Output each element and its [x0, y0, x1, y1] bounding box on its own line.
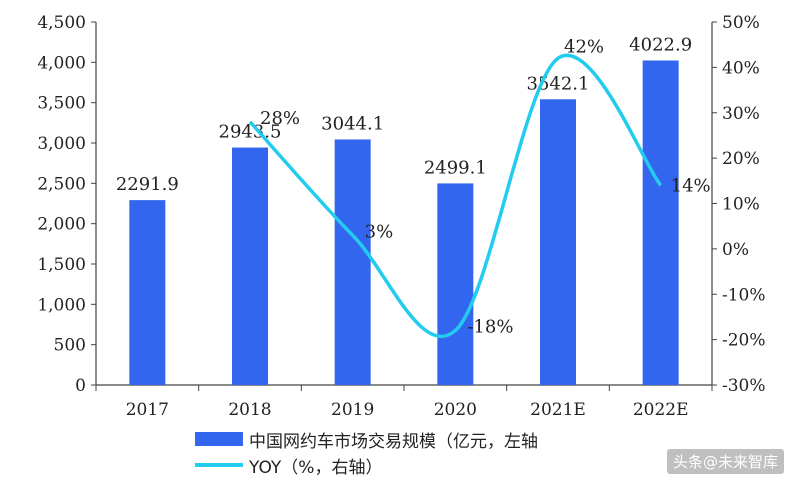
legend-swatch-line — [195, 463, 243, 467]
legend-item-line: YOY（%，右轴） — [195, 452, 538, 478]
right-tick-label: 40% — [722, 58, 760, 78]
bar-2020 — [437, 183, 473, 385]
legend-label-bar: 中国网约车市场交易规模（亿元，左轴 — [249, 427, 538, 452]
left-tick-label: 4,500 — [37, 13, 86, 33]
yoy-value-label: 3% — [365, 221, 394, 242]
yoy-value-label: -18% — [467, 317, 513, 338]
watermark: 头条@未来智库 — [667, 449, 784, 474]
x-tick-label: 2018 — [228, 400, 271, 420]
x-tick-label: 2017 — [126, 400, 169, 420]
yoy-value-label: 28% — [260, 108, 300, 129]
right-tick-label: 0% — [722, 240, 749, 260]
legend-swatch-bar — [195, 432, 243, 446]
legend-item-bar: 中国网约车市场交易规模（亿元，左轴 — [195, 426, 538, 452]
right-tick-label: -30% — [722, 376, 766, 396]
right-tick-label: -20% — [722, 331, 766, 351]
left-tick-label: 1,000 — [37, 295, 86, 315]
left-tick-label: 1,500 — [37, 255, 86, 275]
left-tick-label: 4,000 — [37, 53, 86, 73]
bar-value-label: 3044.1 — [321, 113, 384, 134]
legend-label-line: YOY（%，右轴） — [249, 453, 382, 478]
yoy-value-label: 14% — [671, 175, 711, 196]
yoy-value-label: 42% — [564, 36, 604, 57]
x-tick-label: 2019 — [331, 400, 374, 420]
bar-value-label: 4022.9 — [629, 34, 692, 55]
bar-value-label: 2291.9 — [116, 174, 179, 195]
right-tick-label: 50% — [722, 13, 760, 33]
bar-2019 — [335, 139, 371, 385]
x-tick-label: 2020 — [434, 400, 477, 420]
left-tick-label: 0 — [75, 376, 86, 396]
bar-2017 — [129, 200, 165, 385]
left-tick-label: 3,500 — [37, 94, 86, 114]
x-tick-label: 2022E — [633, 400, 689, 420]
legend: 中国网约车市场交易规模（亿元，左轴 YOY（%，右轴） — [195, 426, 538, 478]
right-tick-label: 30% — [722, 104, 760, 124]
right-tick-label: 20% — [722, 149, 760, 169]
right-tick-label: -10% — [722, 285, 766, 305]
bar-value-label: 2499.1 — [424, 157, 487, 178]
bar-value-label: 3542.1 — [527, 73, 590, 94]
left-tick-label: 3,000 — [37, 134, 86, 154]
left-tick-label: 2,500 — [37, 174, 86, 194]
bar-2021E — [540, 99, 576, 385]
right-tick-label: 10% — [722, 195, 760, 215]
left-tick-label: 2,000 — [37, 215, 86, 235]
left-tick-label: 500 — [54, 336, 86, 356]
bar-2022E — [643, 60, 679, 385]
x-tick-label: 2021E — [530, 400, 586, 420]
bar-2018 — [232, 148, 268, 385]
